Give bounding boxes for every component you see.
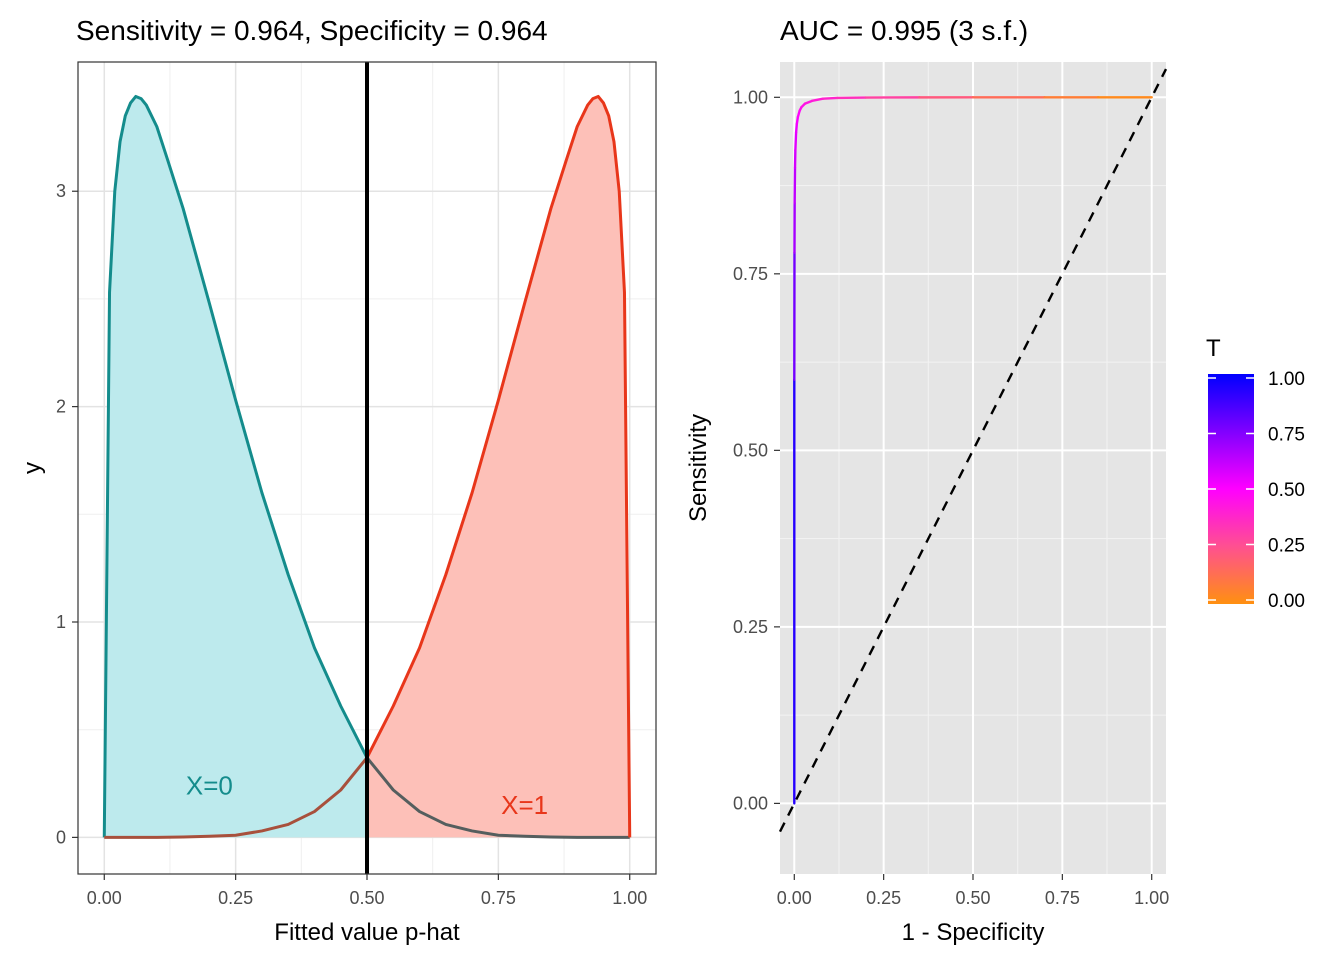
roc-y-tick-label: 0.25: [733, 617, 768, 637]
density-title: Sensitivity = 0.964, Specificity = 0.964: [76, 15, 548, 46]
color-legend: T 1.00 0.75 0.50 0.25 0.00: [1206, 335, 1305, 612]
roc-title: AUC = 0.995 (3 s.f.): [780, 15, 1028, 46]
roc-x-tick-label: 0.75: [1045, 888, 1080, 908]
roc-y-tick-label: 1.00: [733, 87, 768, 107]
legend-title: T: [1206, 335, 1221, 362]
density-x-tick-label: 0.50: [349, 888, 384, 908]
density-x-tick-label: 0.00: [87, 888, 122, 908]
density-y-tick-label: 1: [56, 612, 66, 632]
roc-curve-segment: [795, 133, 796, 151]
density-x-axis-title: Fitted value p-hat: [274, 919, 460, 946]
density-x-tick-label: 0.25: [218, 888, 253, 908]
roc-x-axis-title: 1 - Specificity: [902, 919, 1045, 946]
density-y-tick-label: 2: [56, 397, 66, 417]
roc-x-tick-label: 0.25: [866, 888, 901, 908]
legend-tick-label: 0.75: [1268, 425, 1305, 446]
density-x-tick-label: 1.00: [612, 888, 647, 908]
roc-x-tick-label: 0.00: [777, 888, 812, 908]
density-y-tick-label: 3: [56, 181, 66, 201]
density-x-tick-label: 0.75: [481, 888, 516, 908]
roc-panel: AUC = 0.995 (3 s.f.) 0.00 0.25 0.50 0.75 1.0…: [685, 15, 1305, 946]
roc-y-tick-label: 0.50: [733, 440, 768, 460]
legend-tick-label: 0.25: [1268, 536, 1305, 557]
roc-y-axis-title: Sensitivity: [685, 414, 712, 522]
roc-curve-segment: [823, 98, 837, 99]
legend-tick-label: 0.50: [1268, 480, 1305, 501]
density-y-tick-label: 0: [56, 827, 66, 847]
density-panel: Sensitivity = 0.964, Specificity = 0.964…: [19, 15, 656, 946]
roc-y-tick-label: 0.00: [733, 793, 768, 813]
roc-y-tick-label: 0.75: [733, 264, 768, 284]
roc-x-tick-label: 1.00: [1134, 888, 1169, 908]
density-y-axis-title: y: [19, 462, 46, 474]
roc-curve-segment: [796, 124, 797, 132]
roc-x-tick-label: 0.50: [955, 888, 990, 908]
series-label-x1: X=1: [501, 790, 548, 820]
legend-tick-label: 1.00: [1268, 369, 1305, 390]
legend-tick-label: 0.00: [1268, 591, 1305, 612]
series-label-x0: X=0: [186, 771, 233, 801]
